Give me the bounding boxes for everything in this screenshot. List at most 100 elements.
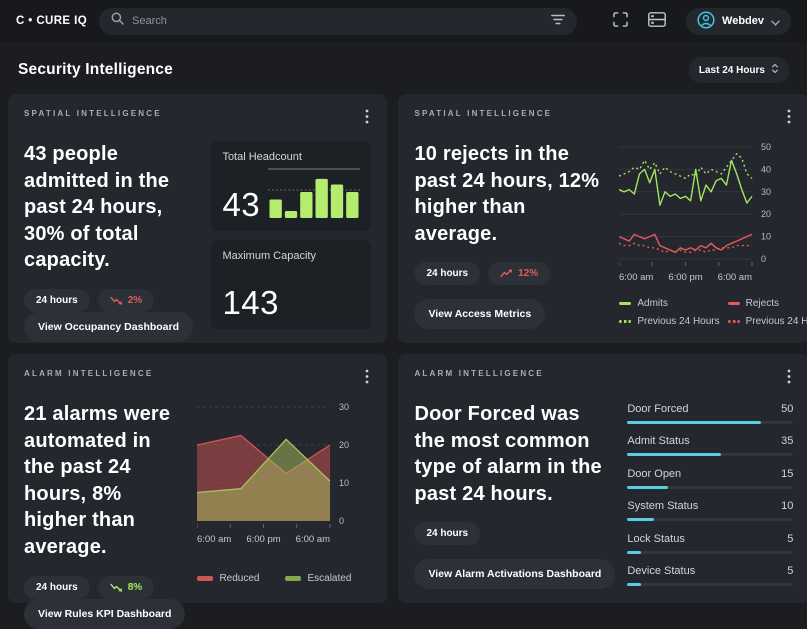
kebab-menu-icon[interactable] xyxy=(785,107,793,126)
alarm-stat-row: System Status 10 xyxy=(627,500,794,522)
legend-swatch xyxy=(285,576,302,581)
app-logo: C • CURE IQ xyxy=(16,15,88,27)
legend-swatch xyxy=(727,320,740,323)
time-badge: 24 hours xyxy=(24,288,90,312)
panel-label: Maximum Capacity xyxy=(222,249,316,262)
stat-bar-fill xyxy=(627,453,722,457)
kebab-menu-icon[interactable] xyxy=(785,367,793,386)
card-headline: 21 alarms were automated in the past 24 … xyxy=(24,403,171,558)
legend-item: Escalated xyxy=(285,573,351,584)
svg-text:10: 10 xyxy=(339,478,349,488)
alarm-stat-row: Device Status 5 xyxy=(627,565,794,586)
view-rules-kpi-dashboard-button[interactable]: View Rules KPI Dashboard xyxy=(24,598,186,629)
view-occupancy-dashboard-button[interactable]: View Occupancy Dashboard xyxy=(24,311,194,342)
stat-label: System Status xyxy=(627,500,699,513)
alarm-stat-row: Door Forced 50 xyxy=(627,403,794,424)
page-header: Security Intelligence Last 24 Hours xyxy=(0,42,807,94)
svg-text:20: 20 xyxy=(761,209,771,219)
search-input[interactable] xyxy=(132,15,544,27)
headcount-mini-bar-chart xyxy=(268,166,361,221)
layout-view-button[interactable] xyxy=(648,12,666,30)
trend-down-icon xyxy=(109,297,122,306)
time-badge: 24 hours xyxy=(414,522,481,546)
fullscreen-button[interactable] xyxy=(613,12,628,30)
stat-label: Door Forced xyxy=(627,403,689,415)
trend-down-icon xyxy=(109,583,122,592)
svg-text:6:00 pm: 6:00 pm xyxy=(669,272,703,283)
view-access-metrics-button[interactable]: View Access Metrics xyxy=(414,299,546,329)
card-category: Alarm Intelligence xyxy=(414,369,544,378)
legend-item: Reduced xyxy=(197,573,259,584)
stat-bar-fill xyxy=(627,421,762,424)
svg-text:6:00 pm: 6:00 pm xyxy=(247,534,281,545)
legend-swatch xyxy=(619,302,632,305)
legend-item: Previous 24 Hours xyxy=(619,316,720,327)
kebab-menu-icon[interactable] xyxy=(363,107,371,126)
trend-badge: 12% xyxy=(488,262,551,286)
table-rows-icon xyxy=(648,12,666,30)
fullscreen-icon xyxy=(613,12,628,30)
maximum-capacity-panel: Maximum Capacity 143 xyxy=(211,239,372,329)
legend-swatch xyxy=(197,576,214,581)
alarm-stat-row: Door Open 15 xyxy=(627,467,794,489)
svg-text:0: 0 xyxy=(339,516,344,526)
user-menu-button[interactable]: Webdev xyxy=(686,7,791,35)
top-bar: C • CURE IQ Webdev xyxy=(0,0,807,42)
card-rules-kpi: Alarm Intelligence 21 alarms were automa… xyxy=(8,354,388,629)
reduced-escalated-area-chart: 0 10 20 30 6:00 am 6:00 pm 6:00 am xyxy=(197,401,371,553)
alarm-stat-row: Admit Status 35 xyxy=(627,435,794,457)
trend-badge: 2% xyxy=(97,288,155,312)
time-range-value: Last 24 Hours xyxy=(698,64,765,76)
stat-bar-track xyxy=(627,421,794,424)
trend-badge: 8% xyxy=(97,575,155,599)
svg-text:10: 10 xyxy=(761,232,771,242)
trend-value: 12% xyxy=(518,268,539,280)
alarm-stat-row: Lock Status 5 xyxy=(627,532,794,554)
stat-value: 10 xyxy=(781,500,794,513)
card-alarm-activations: Alarm Intelligence Door Forced was the m… xyxy=(398,354,807,603)
time-badge: 24 hours xyxy=(24,575,90,599)
search-bar xyxy=(99,7,578,35)
legend-item: Admits xyxy=(619,298,719,309)
stat-bar-fill xyxy=(627,518,655,522)
legend-label: Admits xyxy=(637,298,668,309)
svg-text:30: 30 xyxy=(339,402,349,412)
stat-value: 35 xyxy=(781,435,794,448)
search-icon xyxy=(111,12,124,30)
filter-icon[interactable] xyxy=(551,12,565,30)
trend-value: 2% xyxy=(127,294,143,306)
headcount-value: 43 xyxy=(222,185,261,223)
stat-bar-track xyxy=(627,518,794,522)
stat-value: 15 xyxy=(781,467,794,480)
kebab-menu-icon[interactable] xyxy=(363,367,371,386)
legend-label: Rejects xyxy=(745,298,779,309)
card-category: Spatial Intelligence xyxy=(414,109,553,118)
avatar-icon xyxy=(697,10,715,32)
svg-text:6:00 am: 6:00 am xyxy=(197,534,231,545)
card-headline: Door Forced was the most common type of … xyxy=(414,403,602,505)
stat-label: Door Open xyxy=(627,467,682,480)
chart-legend: Admits Rejects Previous 24 Hours Previous 2… xyxy=(619,298,807,329)
legend-swatch xyxy=(727,302,740,305)
admits-rejects-line-chart: 0 10 20 30 40 50 6:00 am 6:00 pm 6:00 am xyxy=(619,141,793,293)
stat-value: 50 xyxy=(781,403,794,415)
alarm-type-stats: Door Forced 50 Admit Status 35 Door Open 15 Sy… xyxy=(627,401,794,589)
trend-up-icon xyxy=(500,269,513,278)
stat-bar-track xyxy=(627,550,794,554)
stat-value: 5 xyxy=(787,532,794,545)
view-alarm-activations-dashboard-button[interactable]: View Alarm Activations Dashboard xyxy=(414,559,616,589)
legend-item: Rejects xyxy=(727,298,807,309)
svg-text:6:00 am: 6:00 am xyxy=(619,272,653,283)
card-access-metrics: Spatial Intelligence 10 rejects in the p… xyxy=(398,94,807,343)
page-title: Security Intelligence xyxy=(18,61,173,78)
card-headline: 43 people admitted in the past 24 hours,… xyxy=(24,143,170,272)
stat-label: Lock Status xyxy=(627,532,685,545)
svg-text:6:00 am: 6:00 am xyxy=(296,534,330,545)
stat-bar-fill xyxy=(627,485,668,489)
unfold-chevrons-icon xyxy=(771,63,779,77)
time-range-selector[interactable]: Last 24 Hours xyxy=(688,57,789,83)
card-category: Alarm Intelligence xyxy=(24,369,154,378)
legend-item: Previous 24 Hours xyxy=(727,316,807,327)
time-badge: 24 hours xyxy=(414,262,481,286)
svg-text:50: 50 xyxy=(761,142,771,152)
